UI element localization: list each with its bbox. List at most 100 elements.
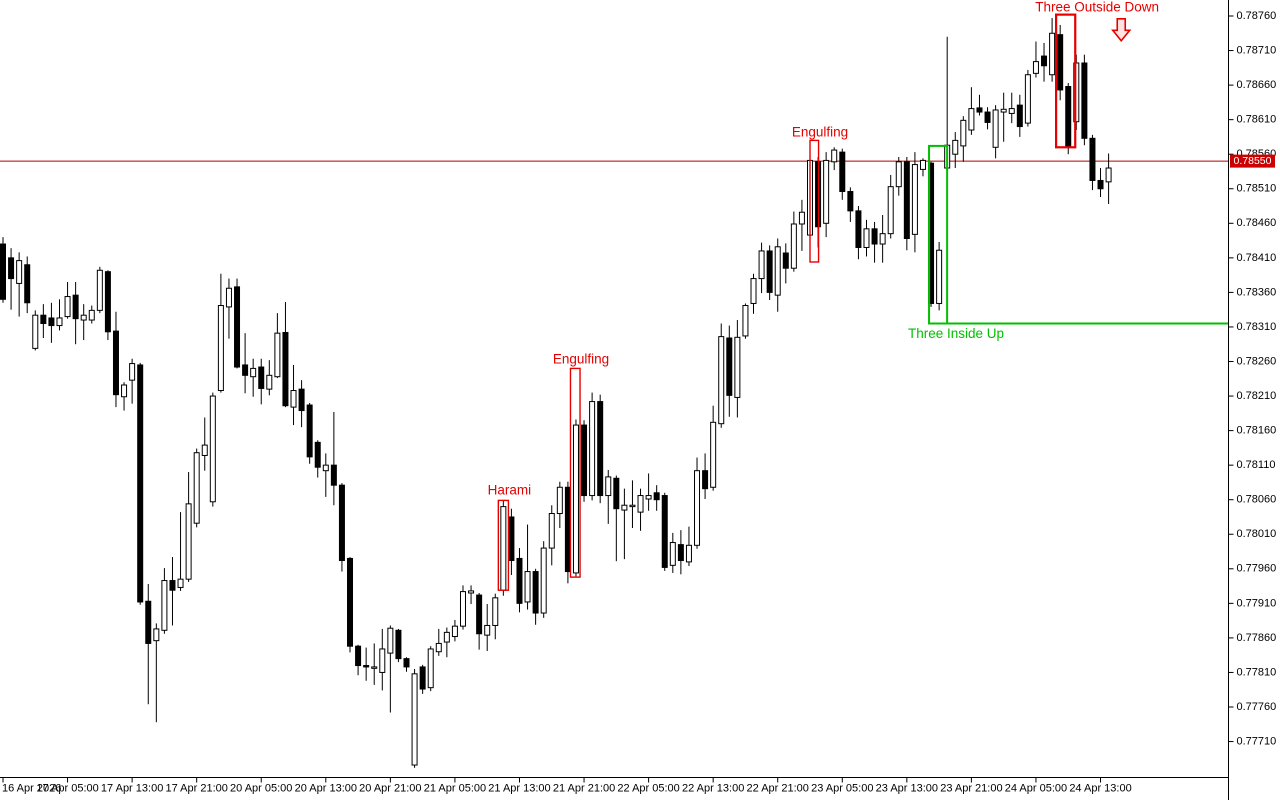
candle-body	[831, 149, 838, 163]
candle	[710, 405, 717, 491]
candle-body	[443, 631, 450, 643]
candle-body	[24, 264, 31, 304]
candle	[419, 664, 426, 694]
time-axis-label: 17 Apr 05:00	[36, 783, 98, 795]
down-arrow-icon[interactable]	[1111, 17, 1132, 43]
time-axis-label: 23 Apr 21:00	[940, 783, 1002, 795]
price-axis-label: 0.78460	[1237, 217, 1277, 229]
candle-body	[48, 317, 55, 327]
candle	[847, 187, 854, 222]
candle-body	[282, 331, 289, 407]
pattern-box-harami[interactable]	[497, 499, 510, 591]
candle-body	[121, 384, 128, 398]
pattern-label-engulfing[interactable]: Engulfing	[553, 352, 609, 367]
candle-body	[217, 305, 224, 392]
candle	[40, 304, 47, 339]
candle-body	[911, 164, 918, 235]
candle-body	[879, 233, 886, 245]
pattern-box-engulfing[interactable]	[569, 367, 581, 578]
price-axis-label: 0.77910	[1237, 597, 1277, 609]
candle	[621, 488, 628, 560]
candle-body	[564, 486, 571, 573]
pattern-box-three-inside-up[interactable]	[928, 144, 949, 325]
candle	[564, 481, 571, 584]
candle	[645, 473, 652, 511]
pattern-label-harami[interactable]: Harami	[488, 482, 532, 497]
time-axis-label: 21 Apr 13:00	[488, 783, 550, 795]
candle	[459, 585, 466, 630]
candle	[976, 94, 983, 116]
candle-body	[952, 139, 959, 155]
candle	[242, 333, 249, 394]
candle-body	[80, 314, 87, 321]
candle-body	[64, 296, 71, 318]
candle	[56, 299, 63, 331]
price-axis-label: 0.78360	[1237, 286, 1277, 298]
candle-body	[250, 367, 257, 378]
time-axis-label: 22 Apr 05:00	[617, 783, 679, 795]
pattern-box-engulfing[interactable]	[809, 139, 820, 263]
candle	[1016, 94, 1023, 137]
candle	[992, 105, 999, 159]
candle-body	[193, 452, 200, 524]
candle-body	[185, 503, 192, 580]
price-axis-label: 0.78010	[1237, 528, 1277, 540]
candle	[742, 303, 749, 339]
candle	[1049, 18, 1056, 82]
pattern-box-three-outside-down[interactable]	[1054, 13, 1077, 149]
candle	[952, 132, 959, 169]
candle-body	[347, 557, 354, 647]
candle-body	[201, 444, 208, 456]
candle-body	[782, 252, 789, 269]
pattern-label-three-outside-down[interactable]: Three Outside Down	[1035, 0, 1159, 14]
time-axis-label: 21 Apr 05:00	[424, 783, 486, 795]
candle	[718, 323, 725, 428]
pattern-label-three-inside-up[interactable]: Three Inside Up	[908, 326, 1004, 341]
candle-body	[137, 364, 144, 603]
candle	[766, 245, 773, 301]
candle-body	[500, 506, 507, 591]
candle	[250, 358, 257, 397]
candle	[879, 215, 886, 263]
candle	[903, 156, 910, 251]
candle	[355, 644, 362, 676]
price-axis-label: 0.78260	[1237, 355, 1277, 367]
candle	[1008, 92, 1015, 124]
candle-body	[734, 336, 741, 398]
pattern-label-engulfing[interactable]: Engulfing	[792, 124, 848, 139]
candle	[330, 411, 337, 506]
candle-body	[274, 332, 281, 378]
price-axis-label: 0.78210	[1237, 390, 1277, 402]
candle-body	[685, 544, 692, 563]
candle-body	[298, 388, 305, 412]
candle-body	[403, 658, 410, 668]
candle-body	[451, 625, 458, 638]
price-axis-label: 0.78160	[1237, 425, 1277, 437]
candle	[734, 320, 741, 418]
candle-body	[903, 161, 910, 240]
candle-body	[516, 557, 523, 604]
candle-body	[605, 476, 612, 497]
candle	[863, 219, 870, 257]
candle-body	[589, 401, 596, 497]
candle-body	[145, 600, 152, 644]
candle-body	[766, 250, 773, 293]
candle-body	[1065, 85, 1072, 148]
candle	[104, 270, 111, 341]
candle-body	[306, 404, 313, 458]
time-axis-label: 24 Apr 13:00	[1069, 783, 1131, 795]
candle-body	[597, 401, 604, 497]
current-price-badge	[1230, 154, 1275, 168]
candle	[831, 147, 838, 171]
candle	[484, 604, 491, 652]
candle	[435, 628, 442, 656]
candle	[137, 362, 144, 605]
candle-body	[508, 516, 515, 562]
candle-body	[661, 495, 668, 568]
candle	[597, 394, 604, 504]
candle	[80, 304, 87, 341]
candle-body	[1032, 61, 1039, 74]
candle	[476, 592, 483, 650]
